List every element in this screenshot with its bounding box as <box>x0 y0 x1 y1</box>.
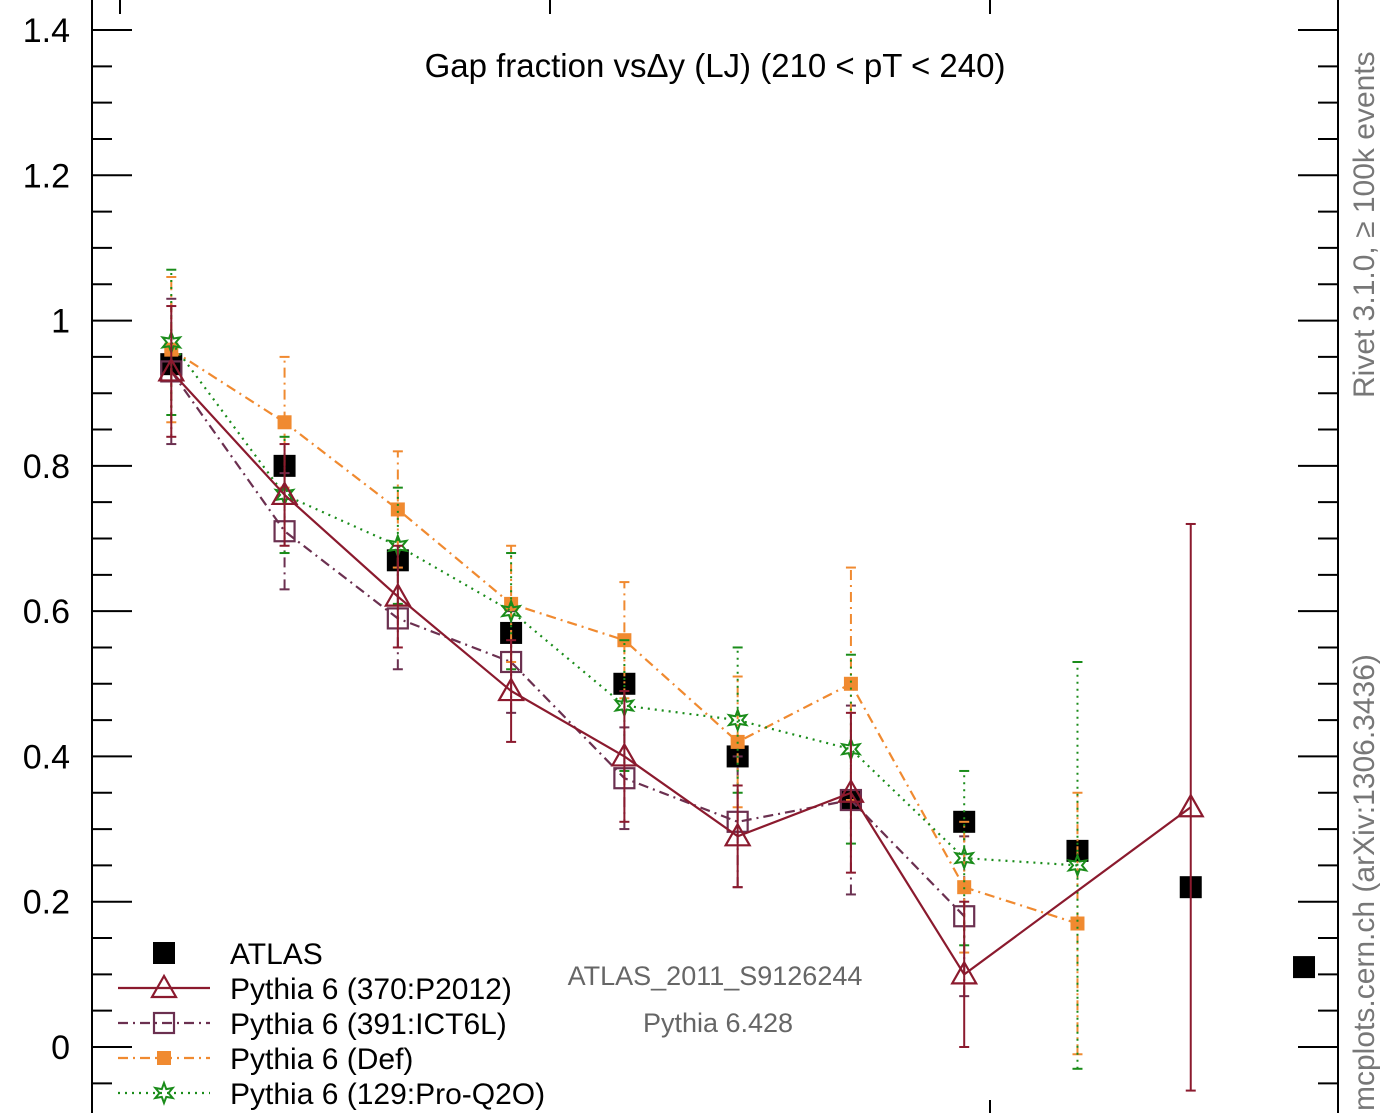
y-tick-label: 0.4 <box>23 738 70 776</box>
legend-label: Pythia 6 (370:P2012) <box>230 973 512 1006</box>
y-tick-label: 0.8 <box>23 448 70 486</box>
series-line <box>170 341 1078 867</box>
analysis-watermark: ATLAS_2011_S9126244 <box>568 961 863 991</box>
data-point <box>277 415 292 430</box>
axis-ticks: 0 0.2 0.4 0.6 0.8 1 1.2 1.4 <box>23 0 1338 1113</box>
mcplots-label: mcplots.cern.ch (arXiv:1306.3436) <box>1348 654 1380 1111</box>
data-point <box>613 672 636 695</box>
rivet-version-label: Rivet 3.1.0, ≥ 100k events <box>1348 51 1380 398</box>
data-point <box>837 778 865 803</box>
y-tick-label: 1.4 <box>23 12 70 50</box>
data-point <box>957 880 972 895</box>
legend-label: Pythia 6 (Def) <box>230 1043 413 1076</box>
y-tick-label: 0.6 <box>23 593 70 631</box>
legend-label: Pythia 6 (129:Pro-Q2O) <box>230 1078 545 1111</box>
data-point <box>497 676 526 702</box>
data-point <box>150 973 178 999</box>
y-tick-label: 1.2 <box>23 157 70 195</box>
data-point <box>1293 956 1316 979</box>
data-point <box>157 1051 171 1065</box>
series-line <box>170 370 1192 976</box>
legend-entry: Pythia 6 (370:P2012) <box>118 973 512 1006</box>
data-point <box>843 676 858 691</box>
data-point <box>152 1080 176 1106</box>
data-point <box>723 822 752 847</box>
y-tick-label: 0 <box>51 1029 70 1067</box>
legend-entry: ATLAS <box>153 938 323 971</box>
data-point <box>270 480 299 506</box>
data-point <box>726 707 749 733</box>
y-tick-label: 0.2 <box>23 884 70 922</box>
plot-frame <box>91 0 1339 1113</box>
data-point <box>1070 916 1085 931</box>
chart-title: Gap fraction vsΔy (LJ) (210 < pT < 240) <box>425 47 1006 84</box>
series-pythia-6-370-p2012 <box>157 305 1205 1092</box>
data-point <box>153 942 175 964</box>
data-point <box>950 960 979 985</box>
data-point <box>1066 852 1089 879</box>
data-point <box>610 742 639 767</box>
legend-entry: Pythia 6 (Def) <box>118 1043 413 1076</box>
data-point <box>152 1011 176 1035</box>
generator-watermark: Pythia 6.428 <box>643 1008 793 1038</box>
series-pythia-6-391-ict6l <box>160 297 976 998</box>
legend-label: Pythia 6 (391:ICT6L) <box>230 1008 507 1041</box>
data-point <box>390 502 405 517</box>
data-point <box>952 845 976 871</box>
series-line <box>170 370 965 917</box>
y-tick-label: 1 <box>51 303 70 341</box>
data-point <box>499 598 523 624</box>
data-point <box>157 357 186 382</box>
data-point <box>383 582 412 607</box>
legend-entry: Pythia 6 (129:Pro-Q2O) <box>118 1078 545 1111</box>
series-layer <box>157 268 1316 1092</box>
legend-entry: Pythia 6 (391:ICT6L) <box>118 1008 507 1041</box>
legend-label: ATLAS <box>230 938 323 971</box>
data-point <box>1176 793 1205 818</box>
